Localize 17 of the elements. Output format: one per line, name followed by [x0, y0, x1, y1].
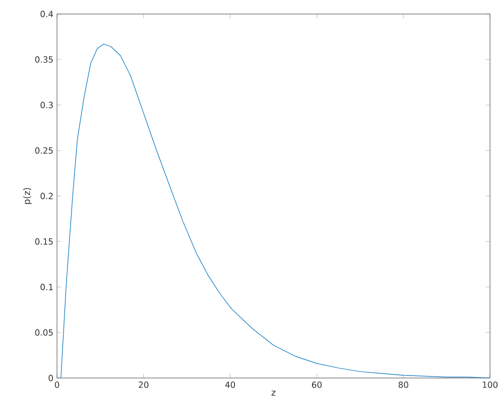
y-axis-title: p(z)	[23, 188, 32, 204]
x-tick-label: 20	[138, 382, 148, 388]
x-tick-label: 80	[398, 382, 408, 388]
y-tick-label: 0.2	[40, 192, 53, 200]
x-axis-title: z	[272, 390, 276, 396]
y-tick-label: 0	[48, 374, 53, 382]
y-tick-label: 0.3	[40, 102, 53, 108]
x-tick-label: 60	[312, 382, 322, 388]
y-tick-label: 0.05	[35, 329, 53, 336]
y-tick-label: 0.4	[40, 10, 53, 18]
x-tick-label: 0	[54, 382, 60, 388]
y-tick-label: 0.1	[40, 284, 53, 290]
x-tick-label: 100	[482, 382, 498, 388]
y-tick-label: 0.35	[35, 56, 53, 63]
y-tick-label: 0.25	[35, 147, 53, 154]
x-tick-label: 40	[225, 382, 236, 388]
y-tick-label: 0.15	[35, 238, 53, 245]
